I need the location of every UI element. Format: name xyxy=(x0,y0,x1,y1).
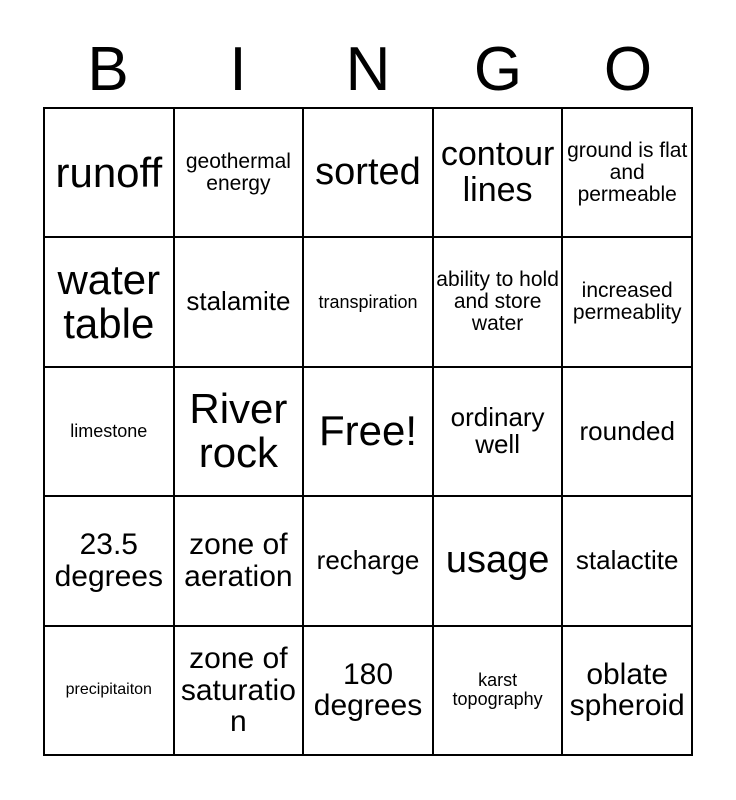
bingo-cell-label: ground is flat and permeable xyxy=(567,138,688,206)
bingo-cell-label: zone of saturation xyxy=(180,642,296,739)
bingo-cell[interactable]: oblate spheroid xyxy=(563,626,693,756)
bingo-cell-label: contour lines xyxy=(440,135,555,209)
bingo-cell[interactable]: usage xyxy=(433,497,564,627)
bingo-cell[interactable]: sorted xyxy=(304,109,434,239)
bingo-cell[interactable]: ability to hold and store water xyxy=(433,238,564,368)
bingo-cell[interactable]: contour lines xyxy=(433,109,564,239)
bingo-cell-label: runoff xyxy=(55,148,163,196)
bingo-header-letter-b: B xyxy=(87,35,129,104)
bingo-cell[interactable]: recharge xyxy=(304,497,434,627)
bingo-cell[interactable]: limestone xyxy=(45,367,175,498)
bingo-card: B I N G O runoff geothermal energy sorte… xyxy=(43,0,693,756)
bingo-cell[interactable]: stalamite xyxy=(174,238,305,368)
bingo-header: B I N G O xyxy=(43,0,693,107)
bingo-header-letter-g: G xyxy=(473,35,523,104)
bingo-cell-label: rounded xyxy=(579,415,675,446)
bingo-cell[interactable]: zone of aeration xyxy=(174,497,305,627)
bingo-cell-label: water table xyxy=(57,256,161,348)
bingo-header-letter-o: O xyxy=(603,35,653,104)
bingo-cell-free[interactable]: Free! xyxy=(304,367,434,498)
bingo-cell-label: oblate spheroid xyxy=(569,657,685,723)
bingo-cell[interactable]: zone of saturation xyxy=(174,626,305,756)
bingo-cell-label: usage xyxy=(445,538,550,581)
bingo-cell-label: karst topography xyxy=(452,670,543,710)
bingo-cell[interactable]: stalactite xyxy=(563,497,693,627)
bingo-cell[interactable]: ordinary well xyxy=(433,367,564,498)
bingo-cell-label: ability to hold and store water xyxy=(436,268,559,336)
bingo-cell[interactable]: water table xyxy=(45,238,175,368)
bingo-cell[interactable]: rounded xyxy=(563,367,693,498)
bingo-cell-label: increased permeablity xyxy=(572,279,682,325)
bingo-cell[interactable]: geothermal energy xyxy=(174,109,305,239)
bingo-cell-label: ordinary well xyxy=(450,402,545,460)
bingo-cell-label: stalamite xyxy=(186,286,291,317)
bingo-cell-label: geothermal energy xyxy=(185,149,291,195)
bingo-cell[interactable]: karst topography xyxy=(433,626,564,756)
bingo-cell[interactable]: transpiration xyxy=(304,238,434,368)
bingo-cell-label: precipitaiton xyxy=(65,680,152,698)
bingo-cell-label: sorted xyxy=(315,150,421,193)
bingo-grid: runoff geothermal energy sorted contour … xyxy=(43,107,693,756)
bingo-cell[interactable]: River rock xyxy=(174,367,305,498)
bingo-cell-label: recharge xyxy=(316,545,420,576)
bingo-header-letter-i: I xyxy=(229,35,247,104)
bingo-cell-label: limestone xyxy=(70,421,148,442)
bingo-header-letter-n: N xyxy=(345,35,391,104)
bingo-cell-label: stalactite xyxy=(575,545,679,576)
bingo-cell-label: 23.5 degrees xyxy=(54,528,163,593)
bingo-cell[interactable]: ground is flat and permeable xyxy=(563,109,693,239)
bingo-cell[interactable]: precipitaiton xyxy=(45,626,175,756)
bingo-cell[interactable]: runoff xyxy=(45,109,175,239)
bingo-cell-label: transpiration xyxy=(318,291,418,312)
bingo-cell[interactable]: increased permeablity xyxy=(563,238,693,368)
bingo-cell[interactable]: 23.5 degrees xyxy=(45,497,175,627)
bingo-cell[interactable]: 180 degrees xyxy=(304,626,434,756)
bingo-cell-label: River rock xyxy=(189,385,288,477)
bingo-cell-label: zone of aeration xyxy=(184,528,293,593)
bingo-cell-label: Free! xyxy=(318,407,417,455)
bingo-cell-label: 180 degrees xyxy=(313,657,423,723)
